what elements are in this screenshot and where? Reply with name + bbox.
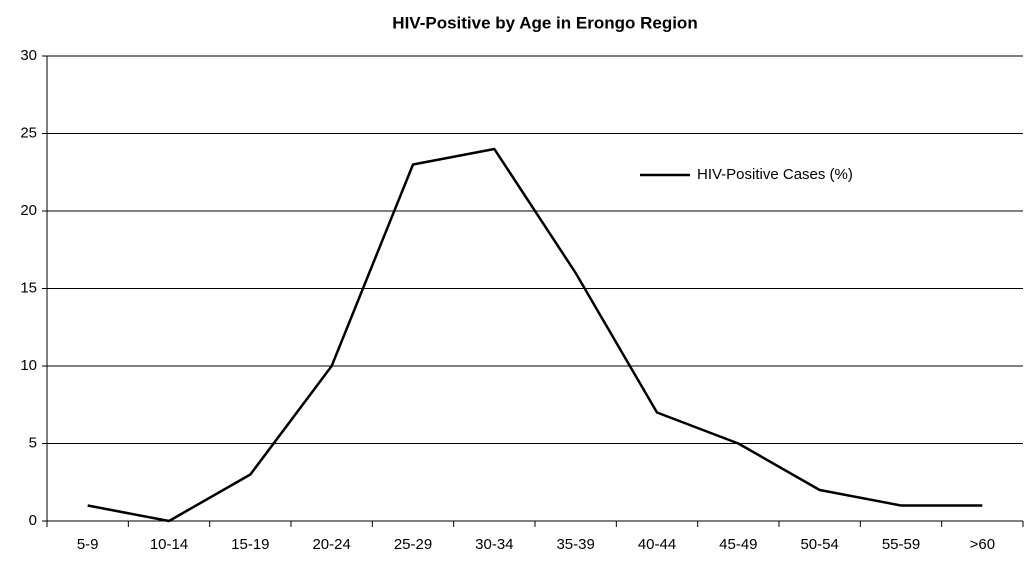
x-tick-label: 10-14 [150,536,188,553]
x-tick-label: 50-54 [800,536,838,553]
y-tick-label: 15 [20,279,37,296]
data-line [87,147,983,523]
y-tick-label: 20 [20,202,37,219]
x-tick-label: 25-29 [394,536,432,553]
x-tick-label: 35-39 [556,536,594,553]
x-tick-label: 45-49 [719,536,757,553]
y-tick-label: 10 [20,357,37,374]
x-tick-label: 30-34 [475,536,513,553]
chart-title: HIV-Positive by Age in Erongo Region [392,13,697,32]
x-tick-label: 55-59 [882,536,920,553]
x-tick-label: 20-24 [312,536,350,553]
y-tick-label: 0 [29,512,37,529]
y-tick-label: 5 [29,434,37,451]
legend-label: HIV-Positive Cases (%) [697,166,853,183]
x-tick-label: >60 [970,536,995,553]
x-tick-label: 40-44 [638,536,676,553]
x-tick-label: 5-9 [77,536,99,553]
y-tick-label: 25 [20,124,37,141]
x-tick-label: 15-19 [231,536,269,553]
y-tick-label: 30 [20,47,37,64]
